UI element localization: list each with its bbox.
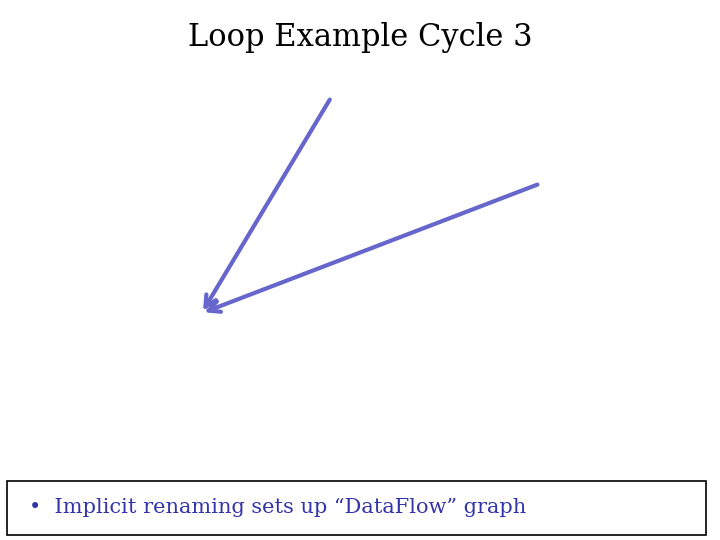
FancyBboxPatch shape [7,481,706,535]
Text: Loop Example Cycle 3: Loop Example Cycle 3 [188,22,532,52]
Text: •  Implicit renaming sets up “DataFlow” graph: • Implicit renaming sets up “DataFlow” g… [29,498,526,517]
